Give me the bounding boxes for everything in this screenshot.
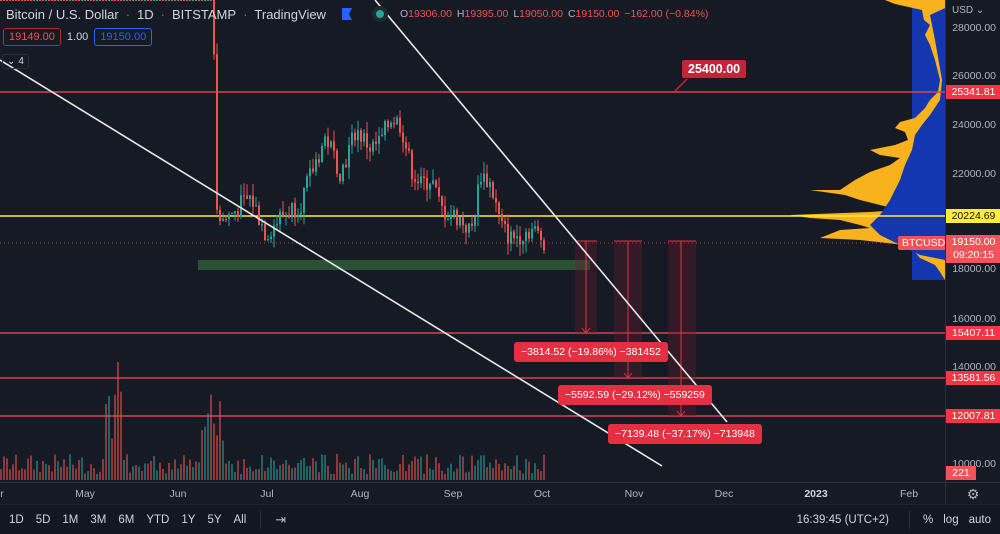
currency-selector[interactable]: USD ⌄	[952, 5, 985, 16]
divider	[260, 510, 262, 529]
high-value: 19395.00	[464, 8, 509, 20]
time-tick-label: Feb	[899, 488, 919, 500]
go-to-date-icon[interactable]: ⇥	[275, 511, 287, 527]
measure-label-1[interactable]: −3814.52 (−19.86%) −381452	[514, 342, 668, 362]
auto-scale-toggle[interactable]: auto	[968, 514, 991, 526]
time-tick-label: 2023	[804, 488, 828, 500]
change-value: −162.00 (−0.84%)	[624, 8, 709, 20]
candlesticks	[0, 0, 545, 257]
exchange: BITSTAMP	[172, 6, 237, 22]
clock[interactable]: 16:39:45 (UTC+2)	[796, 514, 890, 526]
log-toggle[interactable]: log	[943, 514, 959, 526]
chevron-down-icon: ⌄	[975, 5, 985, 16]
price-tick-label: 18000.00	[952, 263, 996, 275]
market-open-status-icon	[371, 6, 388, 22]
chart-canvas[interactable]	[0, 0, 945, 482]
volume-bars	[0, 362, 545, 480]
bid-ask-row: 19149.00 1.00 19150.00	[3, 28, 153, 46]
chart-settings-button[interactable]: ⚙	[945, 483, 1000, 505]
time-tick-label: Dec	[714, 488, 734, 500]
time-tick-label: r	[0, 488, 4, 500]
chart-legend: Bitcoin / U.S. Dollar · 1D · BITSTAMP · …	[6, 6, 709, 22]
indicators-collapse-button[interactable]: ⌄ 4	[2, 54, 29, 69]
price-level-tag: 13581.56	[946, 371, 1000, 385]
volume-tag: 221	[946, 466, 976, 480]
range-button-all[interactable]: All	[233, 513, 247, 526]
volume-profile	[790, 0, 945, 280]
sell-button[interactable]: 19149.00	[3, 28, 61, 46]
time-tick-label: Sep	[443, 488, 463, 500]
time-tick-label: Aug	[350, 488, 370, 500]
price-tick-label: 14000.00	[952, 361, 996, 373]
divider	[909, 511, 911, 529]
open-value: 19306.00	[408, 8, 452, 20]
range-button-5d[interactable]: 5D	[35, 513, 51, 526]
price-tick-label: 28000.00	[952, 22, 996, 34]
support-zone	[198, 260, 590, 270]
range-button-6m[interactable]: 6M	[118, 513, 135, 526]
range-button-3m[interactable]: 3M	[90, 513, 107, 526]
gear-icon: ⚙	[966, 485, 980, 502]
measure-label-2[interactable]: −5592.59 (−29.12%) −559259	[558, 385, 712, 405]
interval[interactable]: 1D	[137, 6, 154, 22]
price-level-tag: 25341.81	[946, 85, 1000, 99]
price-tick-label: 26000.00	[952, 70, 996, 82]
spread-value: 1.00	[66, 31, 89, 43]
symbol-name[interactable]: Bitcoin / U.S. Dollar	[6, 6, 119, 22]
price-level-tag: 15407.11	[946, 326, 1000, 340]
close-value: 19150.00	[575, 8, 620, 20]
measure-label-3[interactable]: −7139.48 (−37.17%) −713948	[608, 424, 762, 444]
time-tick-label: May	[75, 488, 95, 500]
trend-lines[interactable]	[0, 0, 728, 467]
range-button-1m[interactable]: 1M	[62, 513, 79, 526]
price-axis[interactable]: USD ⌄ 28000.00 26000.00 24000.00 22000.00 18…	[945, 0, 1000, 482]
bottom-right-controls: 16:39:45 (UTC+2) % log auto	[797, 505, 1000, 534]
time-tick-label: Jul	[260, 488, 274, 500]
price-tick-label: 16000.00	[952, 313, 996, 325]
ohlc-values: O19306.00 H19395.00 L19050.00 C19150.00 …	[399, 8, 709, 20]
time-tick-label: Nov	[624, 488, 644, 500]
date-range-buttons: 1D 5D 1M 3M 6M YTD 1Y 5Y All	[3, 514, 252, 526]
time-axis[interactable]: r May Jun Jul Aug Sep Oct Nov Dec 2023 Feb ⚙	[0, 482, 1000, 505]
price-tick-label: 24000.00	[952, 119, 996, 131]
range-button-1d[interactable]: 1D	[9, 513, 24, 526]
low-value: 19050.00	[519, 8, 563, 20]
target-price-callout[interactable]: 25400.00	[681, 59, 748, 79]
range-button-ytd[interactable]: YTD	[146, 513, 170, 526]
price-level-tag: 20224.69	[946, 209, 1000, 223]
range-button-1y[interactable]: 1Y	[181, 513, 196, 526]
chevron-down-icon: ⌄	[7, 56, 16, 67]
price-level-tag: 12007.81	[946, 409, 1000, 423]
range-button-5y[interactable]: 5Y	[207, 513, 222, 526]
percent-toggle[interactable]: %	[923, 514, 934, 526]
bottom-toolbar: 1D 5D 1M 3M 6M YTD 1Y 5Y All ⇥ 16:39:45 (UTC+2) …	[0, 504, 1000, 534]
price-tick-label: 22000.00	[952, 168, 996, 180]
time-tick-label: Oct	[533, 488, 551, 500]
symbol-price-tag: BTCUSD	[898, 236, 950, 250]
buy-button[interactable]: 19150.00	[94, 28, 153, 46]
last-price-tag: 19150.00 09:20:15	[946, 235, 1000, 263]
flag-icon[interactable]	[341, 8, 352, 20]
time-tick-label: Jun	[169, 488, 187, 500]
data-source: TradingView	[254, 6, 326, 22]
